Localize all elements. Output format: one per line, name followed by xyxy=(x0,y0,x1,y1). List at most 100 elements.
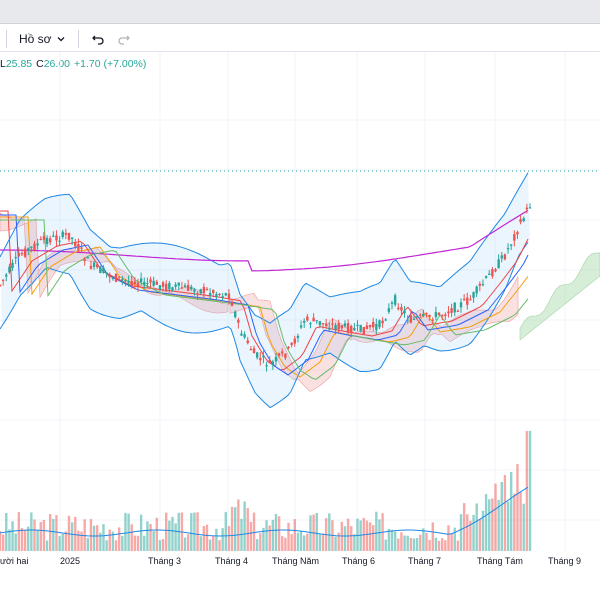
candle-body xyxy=(453,302,456,313)
volume-bar xyxy=(246,508,249,551)
volume-bar xyxy=(387,528,391,551)
volume-bar xyxy=(296,532,300,551)
volume-bar xyxy=(422,528,425,551)
candle-body xyxy=(249,349,253,351)
volume-bar xyxy=(503,474,507,551)
volume-bar xyxy=(152,531,155,551)
volume-bar xyxy=(259,533,262,551)
volume-bar xyxy=(287,522,290,551)
volume-bar xyxy=(1,534,5,551)
volume-bar xyxy=(343,526,347,551)
candles xyxy=(0,203,532,372)
candle-body xyxy=(227,293,231,300)
volume-bar xyxy=(365,520,369,551)
volume-bar xyxy=(528,431,532,551)
candle-body xyxy=(114,273,118,282)
ma-long-line xyxy=(0,209,529,272)
volume-bar xyxy=(450,533,453,551)
candle-body xyxy=(111,277,115,280)
volume-bar xyxy=(462,503,466,551)
volume-bar xyxy=(221,528,224,551)
volume-bar xyxy=(199,536,202,551)
undo-button[interactable] xyxy=(85,28,111,50)
volume-bar xyxy=(403,535,406,551)
volume-bar xyxy=(274,513,278,551)
candle-body xyxy=(234,311,237,318)
volume-bar xyxy=(378,519,381,551)
redo-button[interactable] xyxy=(111,28,137,50)
candle-body xyxy=(196,293,199,295)
candle-body xyxy=(324,323,328,327)
volume-bar xyxy=(519,492,522,551)
volume-bar xyxy=(146,521,149,551)
candle-body xyxy=(252,348,256,354)
candle-body xyxy=(271,361,275,365)
candle-body xyxy=(497,259,500,269)
volume-bar xyxy=(437,540,441,551)
candle-body xyxy=(67,232,71,240)
volume-bar xyxy=(328,513,331,551)
candle-body xyxy=(459,302,463,308)
volume-bar xyxy=(205,524,209,551)
volume-bar xyxy=(488,499,491,551)
volume-bar xyxy=(472,514,475,551)
volume-bar xyxy=(55,515,58,551)
volume-bar xyxy=(271,519,275,551)
candle-body xyxy=(130,281,133,287)
candle-body xyxy=(516,231,519,235)
candle-body xyxy=(143,281,146,285)
candle-body xyxy=(124,279,127,282)
cloud-span-up xyxy=(519,252,600,341)
volume-bar xyxy=(315,512,318,551)
volume-bar xyxy=(243,501,246,551)
candle-body xyxy=(36,243,39,246)
candle-body xyxy=(186,284,190,291)
candle-body xyxy=(277,353,281,356)
profile-dropdown-button[interactable]: Hồ sơ xyxy=(13,28,72,50)
volume-bar xyxy=(434,537,438,551)
price-chart[interactable]: ười hai 2025 Tháng 3 Tháng 4 Tháng Năm Tháng … xyxy=(0,52,600,600)
candle-body xyxy=(77,243,80,251)
volume-bar xyxy=(400,532,403,551)
redo-icon xyxy=(117,35,130,45)
candle-body xyxy=(0,284,2,287)
window-top-bar xyxy=(0,0,600,24)
volume-bar xyxy=(133,535,137,551)
candle-body xyxy=(444,314,447,317)
candle-body xyxy=(362,326,365,335)
volume-bar xyxy=(284,537,287,551)
candle-body xyxy=(381,320,384,324)
volume-bar xyxy=(359,520,362,551)
volume-bar xyxy=(281,536,284,551)
candle-body xyxy=(224,293,227,296)
volume-bar xyxy=(484,494,488,551)
candle-body xyxy=(513,234,516,241)
volume-bar xyxy=(240,518,243,551)
volume-bar xyxy=(513,493,516,551)
volume-bar xyxy=(196,512,199,551)
candle-body xyxy=(365,325,369,329)
candle-body xyxy=(412,318,416,320)
candle-body xyxy=(149,279,152,283)
volume-bar xyxy=(268,525,271,551)
volume-bar xyxy=(14,533,17,551)
volume-bar xyxy=(447,525,450,551)
candle-body xyxy=(5,274,8,277)
candle-body xyxy=(105,272,108,274)
candle-body xyxy=(528,207,532,209)
candle-body xyxy=(80,247,83,249)
volume-bar xyxy=(234,507,237,551)
volume-bar xyxy=(500,482,503,551)
volume-bar xyxy=(20,528,24,551)
volume-bar xyxy=(262,527,265,551)
candle-body xyxy=(168,282,171,290)
bollinger-bands xyxy=(0,172,530,409)
candle-body xyxy=(64,232,68,235)
volume-bar xyxy=(96,525,99,551)
volume-bar xyxy=(346,518,350,551)
candle-body xyxy=(481,283,485,286)
candle-body xyxy=(393,295,397,305)
x-axis-label: Tháng 6 xyxy=(342,556,375,566)
candle-body xyxy=(397,307,400,310)
volume-bar xyxy=(506,501,510,551)
